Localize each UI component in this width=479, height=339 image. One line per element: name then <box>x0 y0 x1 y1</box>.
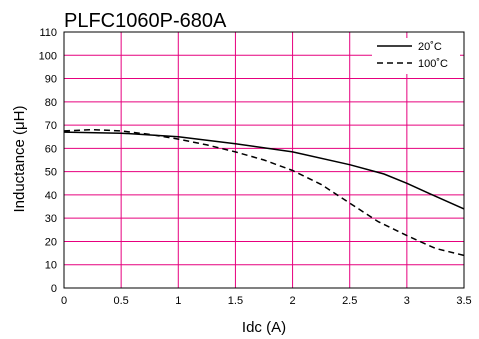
legend-label: 20˚C <box>418 41 442 53</box>
x-tick-label: 0 <box>61 295 67 307</box>
x-tick-label: 1.5 <box>228 295 243 307</box>
y-tick-label: 40 <box>45 190 57 202</box>
x-tick-label: 3 <box>404 295 410 307</box>
y-tick-label: 0 <box>51 283 57 295</box>
chart-title: PLFC1060P-680A <box>64 10 227 32</box>
series-lines <box>63 128 465 257</box>
y-tick-label: 80 <box>45 97 57 109</box>
y-tick-label: 10 <box>45 260 57 272</box>
x-tick-label: 2.5 <box>342 295 357 307</box>
legend-label: 100˚C <box>418 58 448 70</box>
legend: 20˚C 100˚C <box>372 38 460 74</box>
y-tick-label: 90 <box>45 74 57 86</box>
y-tick-label: 110 <box>39 27 57 39</box>
x-tick-label: 2 <box>290 295 296 307</box>
y-tick-label: 30 <box>45 213 57 225</box>
y-tick-label: 100 <box>39 50 57 62</box>
x-tick-label: 1 <box>175 295 181 307</box>
y-tick-label: 60 <box>45 143 57 155</box>
tick-labels: 0 0.5 1 1.5 2 2.5 3 3.5 0 10 20 30 40 50 60 70 80 90 100 11… <box>39 27 472 307</box>
y-axis-label: Inductance (μH) <box>11 105 28 212</box>
legend-box <box>372 38 460 74</box>
y-tick-label: 70 <box>45 120 57 132</box>
series-line-2 <box>63 128 465 257</box>
series-line-1 <box>63 131 465 210</box>
plot-frame <box>63 31 465 289</box>
y-tick-label: 20 <box>45 236 57 248</box>
x-axis-label: Idc (A) <box>242 319 286 336</box>
x-tick-label: 0.5 <box>113 295 128 307</box>
y-tick-label: 50 <box>45 167 57 179</box>
x-tick-label: 3.5 <box>456 295 471 307</box>
grid <box>63 31 465 289</box>
